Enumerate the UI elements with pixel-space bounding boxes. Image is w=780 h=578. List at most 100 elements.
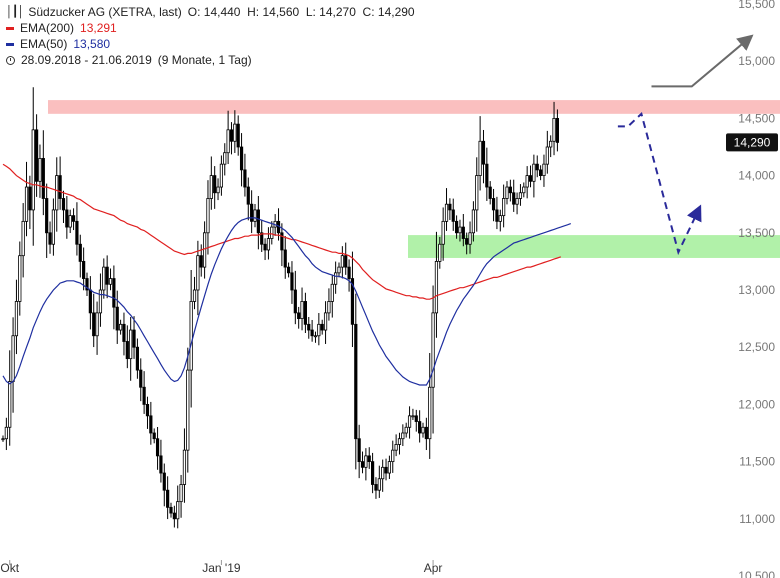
y-tick-label: 15,500 — [738, 0, 775, 11]
candle-body — [407, 415, 412, 428]
candle-body — [129, 329, 133, 360]
candle-body — [535, 163, 539, 171]
candle-body — [397, 438, 402, 445]
chart-legend: │┃│ Südzucker AG (XETRA, last) O: 14,440… — [6, 4, 415, 68]
candle-body — [102, 266, 106, 291]
candle-body — [246, 186, 250, 205]
candle-body — [256, 209, 260, 234]
y-tick-label: 15,000 — [738, 54, 775, 68]
candle-body — [78, 243, 82, 262]
y-tick-label: 12,500 — [738, 340, 775, 354]
candle-body — [38, 158, 42, 182]
candle-body — [300, 301, 304, 320]
candle-body — [508, 186, 512, 194]
candle-body — [381, 466, 385, 480]
candle-body — [525, 175, 529, 188]
x-tick-label: Okt — [0, 561, 19, 575]
legend-ema200-row: EMA(200) 13,291 — [6, 20, 415, 36]
candle-body — [172, 512, 176, 520]
ema50-swatch — [6, 42, 14, 46]
candle-body — [95, 312, 99, 337]
x-tick-label: Apr — [424, 561, 443, 575]
candle-body — [505, 186, 509, 199]
candle-body — [290, 272, 294, 291]
ema200-swatch — [6, 26, 14, 30]
candle-body — [461, 226, 465, 239]
candle-body — [58, 175, 62, 199]
legend-title-row: │┃│ Südzucker AG (XETRA, last) O: 14,440… — [6, 4, 415, 20]
candle-body — [303, 301, 308, 325]
candle-body — [454, 220, 459, 234]
candle-body — [4, 426, 8, 440]
candle-body — [280, 232, 284, 251]
candle-body — [539, 169, 543, 177]
candle-body — [8, 381, 12, 428]
candle-body — [139, 369, 143, 388]
candle-body — [85, 278, 89, 291]
candle-body — [327, 301, 331, 314]
candle-body — [71, 215, 76, 222]
candle-body — [68, 215, 72, 228]
candle-body — [512, 192, 516, 205]
ema50-value: 13,580 — [73, 37, 111, 51]
candle-body — [250, 203, 254, 222]
candle-body — [337, 266, 341, 274]
candle-body — [441, 220, 445, 245]
candle-body — [202, 232, 207, 268]
candle-body — [219, 163, 223, 188]
candle-body — [35, 129, 39, 182]
candle-body — [310, 329, 314, 337]
candle-body — [152, 432, 156, 440]
candle-body — [354, 323, 358, 440]
candle-body — [28, 186, 32, 211]
candle-body — [555, 118, 560, 143]
candle-body — [14, 301, 19, 337]
candle-body — [135, 346, 139, 371]
candle-body — [229, 129, 234, 142]
candle-body — [528, 175, 533, 182]
candle-body — [438, 243, 442, 262]
ema200-label: EMA(200) — [20, 21, 75, 35]
candle-body — [384, 466, 388, 474]
candle-body — [317, 323, 321, 337]
candle-body — [491, 198, 496, 211]
candle-body — [266, 238, 271, 251]
candle-body — [209, 175, 213, 199]
candle-body — [105, 266, 109, 285]
candle-body — [82, 260, 86, 279]
candle-body — [421, 426, 425, 434]
candle-body — [465, 238, 469, 245]
candle-body — [166, 489, 170, 508]
candle-body — [119, 323, 123, 331]
candle-body — [65, 209, 69, 228]
candle-body — [485, 163, 489, 188]
candle-body — [216, 186, 220, 194]
candle-body — [286, 266, 291, 274]
y-tick-label: 14,000 — [738, 169, 775, 183]
candle-body — [283, 249, 287, 268]
candle-body — [323, 312, 328, 331]
candle-body — [92, 312, 96, 337]
candle-body — [458, 226, 462, 234]
candle-body — [532, 163, 536, 182]
candle-body — [357, 438, 361, 463]
last-price-tag-bg — [726, 133, 778, 152]
zones-layer — [48, 100, 780, 258]
y-tick-label: 13,000 — [738, 283, 775, 297]
candle-body — [48, 232, 52, 245]
candle-body — [112, 278, 116, 308]
ohlc-readout: O: 14,440 H: 14,560 L: 14,270 C: 14,290 — [187, 5, 415, 19]
candle-body — [75, 220, 79, 245]
candle-body — [145, 403, 150, 417]
candle-body — [233, 123, 237, 142]
candle-body — [401, 432, 405, 440]
instrument-title: Südzucker AG (XETRA, last) — [28, 5, 182, 19]
candle-body — [125, 341, 129, 360]
x-tick-label: Jan '19 — [202, 561, 241, 575]
candle-body — [206, 198, 210, 234]
candle-body — [552, 118, 556, 142]
candle-body — [297, 312, 301, 320]
candle-body — [41, 158, 45, 199]
candle-body — [377, 478, 381, 491]
candle-body — [481, 140, 486, 165]
